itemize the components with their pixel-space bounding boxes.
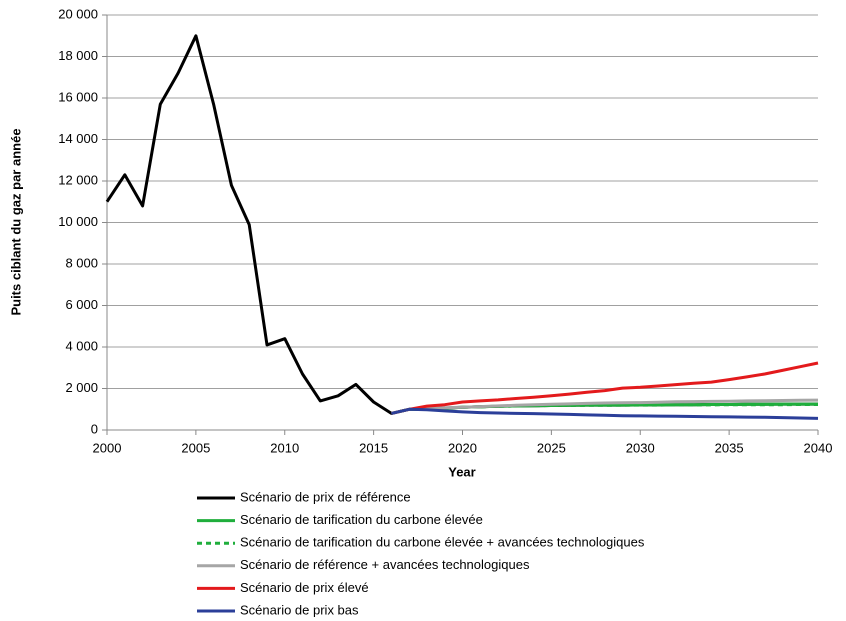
x-tick-label: 2010	[270, 440, 299, 455]
y-tick-label: 18 000	[58, 48, 98, 63]
y-tick-label: 20 000	[58, 6, 98, 21]
y-tick-label: 14 000	[58, 131, 98, 146]
x-tick-label: 2030	[626, 440, 655, 455]
y-tick-label: 8 000	[65, 255, 98, 270]
y-tick-label: 16 000	[58, 89, 98, 104]
x-axis-title: Year	[448, 464, 475, 479]
x-tick-label: 2015	[359, 440, 388, 455]
series-line	[391, 398, 819, 415]
y-tick-label: 12 000	[58, 172, 98, 187]
x-tick-label: 2025	[537, 440, 566, 455]
x-tick-label: 2040	[804, 440, 833, 455]
legend-label: Scénario de prix élevé	[240, 580, 369, 595]
x-tick-label: 2000	[93, 440, 122, 455]
y-tick-label: 4 000	[65, 338, 98, 353]
x-tick-label: 2005	[181, 440, 210, 455]
y-tick-label: 0	[91, 421, 98, 436]
series-line	[105, 34, 818, 415]
x-tick-label: 2035	[715, 440, 744, 455]
series-line	[391, 361, 819, 415]
x-tick-label: 2020	[448, 440, 477, 455]
legend-label: Scénario de tarification du carbone élev…	[240, 535, 645, 550]
legend-label: Scénario de prix de référence	[240, 489, 411, 504]
y-tick-label: 10 000	[58, 214, 98, 229]
series-line	[391, 407, 819, 420]
legend-label: Scénario de prix bas	[240, 602, 359, 617]
legend-label: Scénario de référence + avancées technol…	[240, 557, 530, 572]
y-tick-label: 2 000	[65, 380, 98, 395]
legend-label: Scénario de tarification du carbone élev…	[240, 512, 483, 527]
y-axis-title: Puits ciblant du gaz par année	[8, 128, 23, 315]
y-tick-label: 6 000	[65, 297, 98, 312]
